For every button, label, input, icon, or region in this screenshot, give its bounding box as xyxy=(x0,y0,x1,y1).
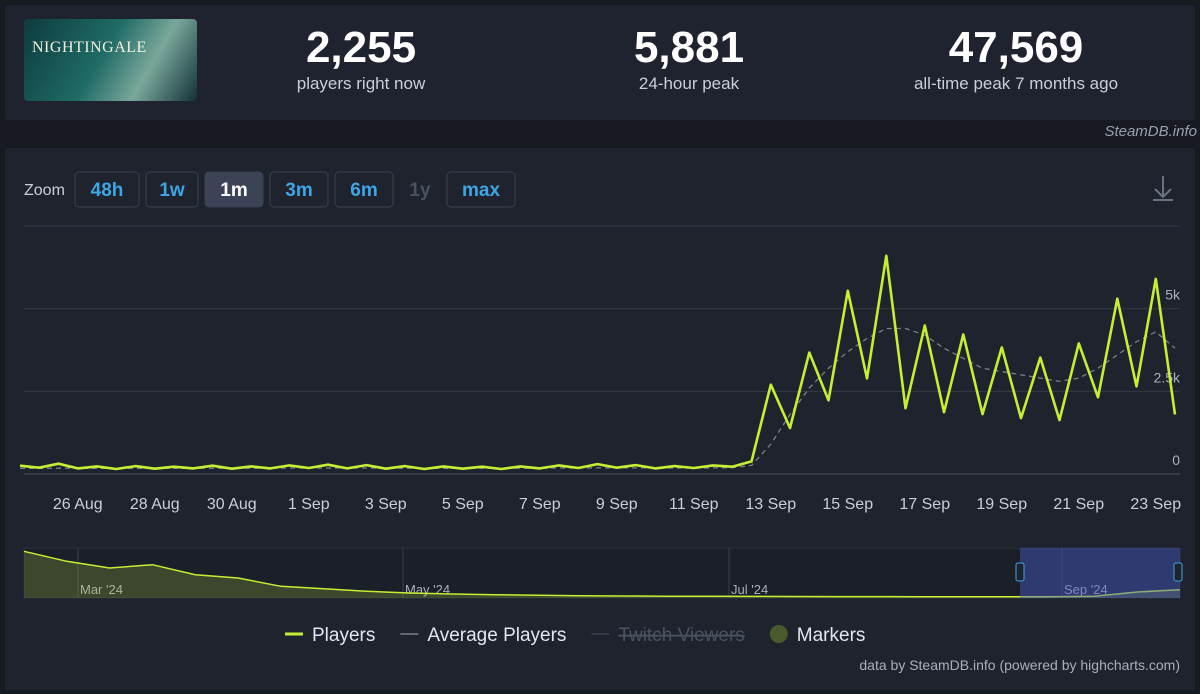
zoom-button-label: max xyxy=(462,180,500,201)
navigator-label: Jul '24 xyxy=(731,582,768,597)
stats-header: NIGHTINGALE 2,255 players right now 5,88… xyxy=(5,5,1195,120)
legend-label: Markers xyxy=(797,625,866,646)
navigator-handle[interactable] xyxy=(1015,562,1025,582)
legend-swatch xyxy=(769,625,788,643)
zoom-button-bg xyxy=(446,171,516,208)
zoom-button[interactable]: 1w xyxy=(145,171,199,208)
series-line xyxy=(19,254,1177,471)
stat-value: 2,255 xyxy=(305,23,417,72)
chart-panel xyxy=(5,148,1195,690)
zoom-button-label: 1w xyxy=(159,180,185,201)
zoom-button[interactable]: 1m xyxy=(204,171,264,208)
zoom-button[interactable]: 48h xyxy=(74,171,140,208)
navigator-selection[interactable] xyxy=(1020,548,1180,598)
x-tick-label: 3 Sep xyxy=(365,496,407,513)
x-tick-label: 11 Sep xyxy=(669,496,719,513)
navigator-label: Sep '24 xyxy=(1064,582,1108,597)
zoom-button[interactable]: 6m xyxy=(334,171,394,208)
legend-item[interactable]: Players xyxy=(285,625,375,646)
x-tick-label: 15 Sep xyxy=(822,496,873,513)
navigator-area xyxy=(24,551,1180,598)
legend-item[interactable]: Average Players xyxy=(400,625,566,646)
stat-label: players right now xyxy=(296,74,426,93)
stat-value: 5,881 xyxy=(633,23,745,72)
x-tick-label: 9 Sep xyxy=(596,496,638,513)
y-tick-label: 2.5k xyxy=(1154,369,1181,385)
zoom-button-bg xyxy=(204,171,264,208)
x-tick-label: 28 Aug xyxy=(130,496,180,513)
zoom-button-label: 48h xyxy=(91,180,124,201)
zoom-button-label: 1y xyxy=(409,180,431,201)
credit[interactable]: SteamDB.info xyxy=(1104,123,1197,140)
x-tick-label: 19 Sep xyxy=(976,496,1027,513)
stat-value: 47,569 xyxy=(948,23,1084,72)
zoom-button-bg xyxy=(145,171,199,208)
zoom-button[interactable]: 3m xyxy=(269,171,329,208)
navigator-line xyxy=(23,550,1181,598)
legend-item[interactable]: Markers xyxy=(769,625,866,646)
zoom-label: Zoom xyxy=(24,182,65,199)
stat: 2,255 players right now xyxy=(211,23,511,95)
x-tick-label: 5 Sep xyxy=(442,496,484,513)
legend-item[interactable]: Twitch Viewers xyxy=(591,625,745,646)
x-tick-label: 30 Aug xyxy=(207,496,257,513)
x-tick-label: 1 Sep xyxy=(288,496,330,513)
navigator-handle[interactable] xyxy=(1173,562,1183,582)
stat-label: 24-hour peak xyxy=(638,74,740,93)
zoom-button-label: 6m xyxy=(350,180,377,201)
x-tick-label: 23 Sep xyxy=(1130,496,1181,513)
x-tick-label: 21 Sep xyxy=(1053,496,1104,513)
zoom-button-bg xyxy=(74,171,140,208)
stat: 47,569 all-time peak 7 months ago xyxy=(866,23,1166,95)
game-name: NIGHTINGALE xyxy=(32,39,147,56)
x-tick-label: 26 Aug xyxy=(53,496,103,513)
source-credit[interactable]: data by SteamDB.info (powered by highcha… xyxy=(859,657,1180,673)
zoom-button-label: 1m xyxy=(220,180,247,201)
y-tick-label: 5k xyxy=(1165,287,1181,303)
legend-label: Average Players xyxy=(427,625,566,646)
legend-label: Twitch Viewers xyxy=(618,625,744,646)
legend-label: Players xyxy=(312,625,375,646)
series-line xyxy=(20,327,1176,470)
x-tick-label: 17 Sep xyxy=(899,496,950,513)
stat: 5,881 24-hour peak xyxy=(539,23,839,95)
x-tick-label: 7 Sep xyxy=(519,496,561,513)
zoom-button-bg xyxy=(334,171,394,208)
y-tick-label: 0 xyxy=(1172,452,1180,468)
navigator-bg xyxy=(23,547,1181,599)
navigator-label: Mar '24 xyxy=(80,582,123,597)
game-logo[interactable]: NIGHTINGALE xyxy=(24,19,197,101)
download-button[interactable] xyxy=(1153,176,1173,201)
stat-label: all-time peak 7 months ago xyxy=(913,74,1119,93)
zoom-button-bg xyxy=(269,171,329,208)
x-tick-label: 13 Sep xyxy=(745,496,796,513)
zoom-button[interactable]: max xyxy=(446,171,516,208)
zoom-button-label: 3m xyxy=(285,180,312,201)
zoom-button: 1y xyxy=(409,180,431,201)
download-icon xyxy=(1153,176,1173,201)
